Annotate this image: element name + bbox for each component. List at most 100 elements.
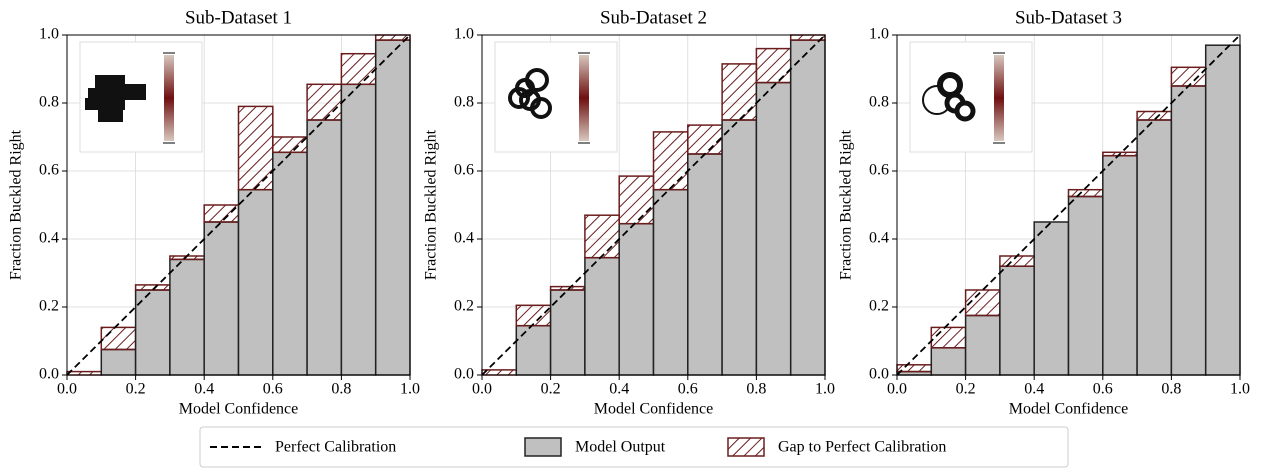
gap-bar bbox=[687, 124, 723, 155]
y-tick-label: 0.6 bbox=[869, 162, 889, 179]
gap-bar bbox=[618, 175, 655, 225]
legend-swatch bbox=[524, 437, 562, 457]
gap-bar bbox=[584, 214, 620, 259]
gap-bar bbox=[66, 370, 103, 376]
title: Sub-Dataset 2 bbox=[600, 7, 707, 28]
title: Sub-Dataset 3 bbox=[1015, 7, 1122, 28]
inset-frame bbox=[494, 41, 618, 153]
x-tick-label: 0.4 bbox=[194, 381, 214, 398]
inset bbox=[909, 41, 1033, 153]
reference-line bbox=[896, 34, 1241, 376]
x-tick-label: 0.2 bbox=[541, 381, 561, 398]
x-axis-label: Model Confidence bbox=[179, 401, 299, 418]
bar bbox=[549, 289, 586, 376]
x-tick-label: 0.4 bbox=[609, 381, 629, 398]
x-tick-label: 0.4 bbox=[1024, 381, 1044, 398]
gap-bar bbox=[652, 131, 689, 191]
x-tick-label: 0.6 bbox=[1093, 381, 1113, 398]
bar bbox=[721, 119, 758, 376]
bar bbox=[237, 188, 274, 376]
gap-bar bbox=[999, 255, 1035, 267]
bar bbox=[789, 39, 826, 376]
y-tick-label: 1.0 bbox=[39, 26, 59, 43]
y-tick-label: 0.4 bbox=[869, 230, 889, 247]
reference-line bbox=[481, 34, 826, 376]
bar bbox=[584, 256, 620, 376]
title: Sub-Dataset 1 bbox=[185, 7, 292, 28]
y-tick-label: 0.2 bbox=[39, 298, 59, 315]
panel: 0.0 0.2 0.4 0.6 0.8 1.0 0.0 0.2 0.4 0.6 0.8 1.0 Sub-… bbox=[8, 7, 420, 417]
bar bbox=[964, 314, 1001, 376]
legend-label: Gap to Perfect Calibration bbox=[778, 439, 946, 456]
bar bbox=[169, 258, 205, 376]
legend-swatch bbox=[727, 437, 765, 457]
inset bbox=[79, 41, 203, 153]
gap-bar bbox=[755, 47, 792, 84]
y-axis-label: Fraction Buckled Right bbox=[8, 129, 25, 280]
bar bbox=[1204, 44, 1241, 376]
axes-frame bbox=[66, 34, 411, 376]
y-tick-label: 0.0 bbox=[39, 366, 59, 383]
y-tick-label: 1.0 bbox=[869, 26, 889, 43]
bar bbox=[999, 265, 1035, 376]
inset-shape bbox=[937, 72, 963, 98]
bar bbox=[374, 39, 411, 376]
reference-line bbox=[66, 34, 411, 376]
y-axis-label: Fraction Buckled Right bbox=[838, 129, 855, 280]
bar bbox=[515, 324, 552, 376]
x-tick-label: 1.0 bbox=[815, 381, 835, 398]
gap-bar bbox=[100, 326, 137, 351]
y-tick-label: 0.6 bbox=[454, 162, 474, 179]
y-tick-label: 1.0 bbox=[454, 26, 474, 43]
gap-bar bbox=[272, 136, 308, 154]
bar bbox=[930, 347, 967, 376]
x-axis-label: Model Confidence bbox=[1009, 401, 1129, 418]
legend-frame bbox=[199, 426, 1069, 468]
gap-bar bbox=[237, 105, 274, 191]
inset-shape bbox=[98, 108, 123, 122]
inset-shape bbox=[118, 84, 146, 100]
axes-frame bbox=[481, 34, 826, 376]
y-tick-label: 0.8 bbox=[39, 94, 59, 111]
axes-frame bbox=[896, 34, 1241, 376]
y-axis-label: Fraction Buckled Right bbox=[423, 129, 440, 280]
bar bbox=[1102, 154, 1138, 376]
gap-bar bbox=[1067, 188, 1104, 198]
x-tick-label: 0.0 bbox=[472, 381, 492, 398]
inset-shape bbox=[85, 98, 125, 110]
gap-bar bbox=[203, 204, 240, 223]
x-tick-label: 0.6 bbox=[263, 381, 283, 398]
inset-column bbox=[579, 55, 589, 141]
y-tick-label: 0.8 bbox=[869, 94, 889, 111]
x-tick-label: 0.8 bbox=[746, 381, 766, 398]
y-tick-label: 0.0 bbox=[869, 366, 889, 383]
panel: 0.0 0.2 0.4 0.6 0.8 1.0 0.0 0.2 0.4 0.6 0.8 1.0 Sub-… bbox=[838, 7, 1250, 417]
gap-bar bbox=[721, 63, 758, 121]
bar bbox=[755, 81, 792, 376]
bar bbox=[306, 119, 343, 376]
bar bbox=[1136, 119, 1173, 376]
x-tick-label: 1.0 bbox=[1230, 381, 1250, 398]
y-tick-label: 0.6 bbox=[39, 162, 59, 179]
bar bbox=[687, 153, 723, 376]
legend-label: Model Output bbox=[575, 439, 666, 456]
bar bbox=[1170, 85, 1207, 376]
y-tick-label: 0.4 bbox=[39, 230, 59, 247]
inset-column bbox=[164, 55, 174, 141]
bar bbox=[203, 221, 240, 376]
y-tick-label: 0.4 bbox=[454, 230, 474, 247]
inset bbox=[494, 41, 618, 153]
gap-bar bbox=[930, 326, 967, 349]
y-tick-label: 0.2 bbox=[454, 298, 474, 315]
gap-bar bbox=[964, 289, 1001, 317]
x-tick-label: 0.2 bbox=[126, 381, 146, 398]
inset-shape bbox=[954, 100, 976, 122]
inset-shape bbox=[530, 97, 552, 119]
gap-bar bbox=[306, 83, 343, 121]
gap-bar bbox=[1170, 66, 1207, 87]
x-tick-label: 0.0 bbox=[57, 381, 77, 398]
y-tick-label: 0.8 bbox=[454, 94, 474, 111]
gap-bar bbox=[340, 52, 377, 86]
